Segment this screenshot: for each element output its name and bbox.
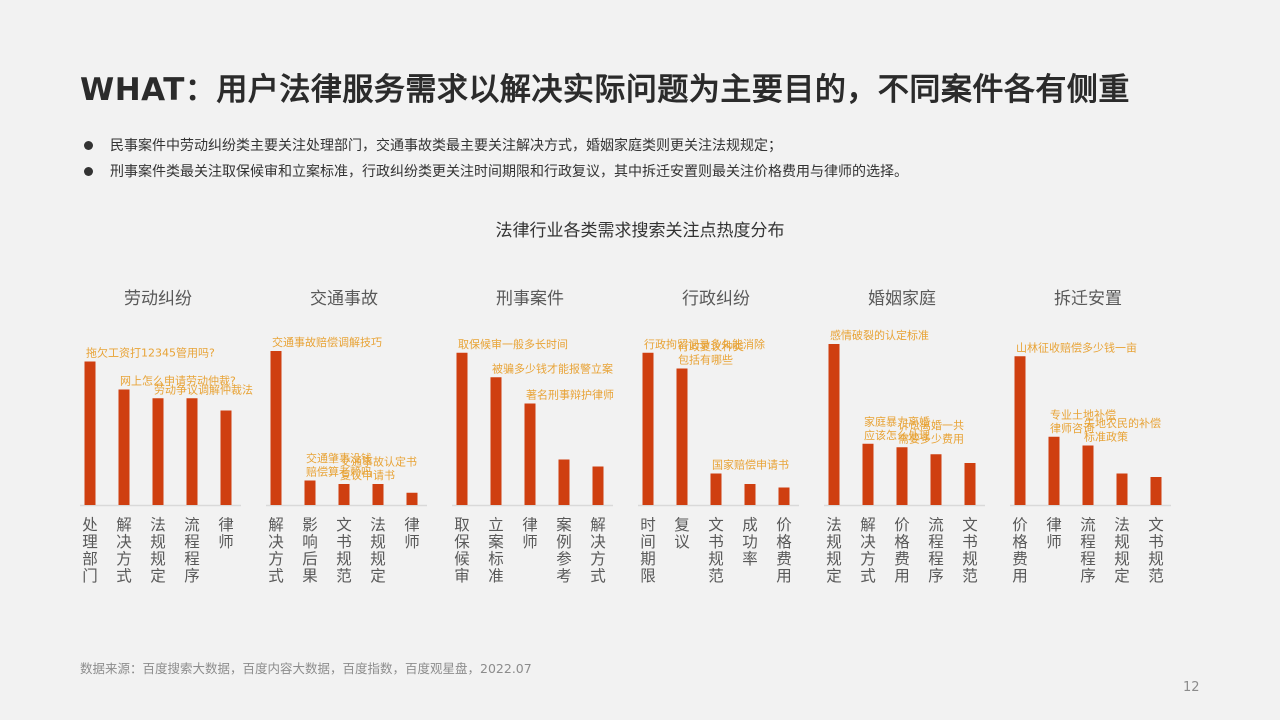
annotation-label: 国家赔偿申请书	[712, 458, 789, 472]
bar	[1150, 477, 1162, 505]
data-source: 数据来源：百度搜索大数据，百度内容大数据，百度指数，百度观星盘，2022.07	[80, 661, 532, 676]
category-label: 价格费用	[1012, 516, 1028, 585]
bar	[964, 463, 976, 505]
group-title: 婚姻家庭	[868, 289, 936, 309]
bar	[710, 473, 722, 505]
bar	[896, 447, 908, 505]
annotation-label: 失地农民的补偿标准政策	[1084, 416, 1161, 444]
category-label: 解决方式	[116, 516, 132, 585]
category-label: 流程程序	[1080, 516, 1096, 585]
category-label: 文书规范	[962, 516, 978, 585]
category-label: 复议	[674, 516, 690, 551]
category-label: 立案标准	[488, 516, 504, 585]
annotation-label: 专业土地补偿律师咨询	[1050, 407, 1116, 435]
bar	[186, 398, 198, 505]
group-title: 拆迁安置	[1054, 289, 1122, 309]
group-title: 行政纠纷	[682, 289, 750, 309]
bar	[406, 492, 418, 505]
bar	[862, 443, 874, 505]
bar	[558, 459, 570, 505]
category-label: 文书规范	[708, 516, 724, 585]
bar	[372, 484, 384, 505]
annotation-label: 感情破裂的认定标准	[830, 328, 929, 342]
category-label: 价格费用	[776, 516, 792, 585]
annotation-label: 家庭暴力离婚应该怎么处理	[864, 414, 930, 442]
category-label: 律师	[1046, 516, 1062, 551]
category-label: 文书规范	[336, 516, 352, 585]
annotation-label: 劳动争议调解仲裁法	[154, 382, 253, 396]
category-label: 法规规定	[370, 516, 386, 585]
bar	[490, 377, 502, 505]
annotation-label: 诉讼离婚一共需要多少费用	[898, 418, 964, 446]
group-title: 劳动纠纷	[124, 289, 192, 309]
category-label: 法规规定	[150, 516, 166, 585]
bar	[744, 484, 756, 505]
bar	[304, 480, 316, 505]
bar	[1116, 473, 1128, 505]
page-number: 12	[1183, 680, 1200, 695]
page-title: WHAT：用户法律服务需求以解决实际问题为主要目的，不同案件各有侧重	[80, 72, 1130, 108]
bar	[456, 352, 468, 505]
annotation-label: 交通事故认定书复议申请书	[340, 455, 417, 483]
annotation-label: 行政拘留记录多久能消除	[644, 337, 765, 351]
bar	[828, 344, 840, 505]
category-label: 法规规定	[1114, 516, 1130, 585]
bar	[1082, 445, 1094, 505]
category-label: 案例参考	[556, 516, 572, 585]
annotation-label: 取保候审一般多长时间	[458, 337, 568, 351]
category-label: 律师	[404, 516, 420, 551]
category-label: 影响后果	[302, 516, 318, 585]
category-label: 成功率	[742, 516, 758, 568]
bar	[778, 487, 790, 505]
bar	[676, 368, 688, 505]
bar	[118, 389, 130, 505]
category-label: 取保候审	[454, 516, 470, 585]
category-label: 解决方式	[860, 516, 876, 585]
category-label: 价格费用	[894, 516, 910, 585]
bullet-item: 民事案件中劳动纠纷类主要关注处理部门，交通事故类最主要关注解决方式，婚姻家庭类则…	[82, 133, 908, 159]
bar	[1048, 436, 1060, 505]
bar	[152, 398, 164, 505]
annotation-label: 交通肇事没钱赔偿算老赖吗	[306, 451, 372, 479]
annotation-label: 行政复议种类包括有哪些	[678, 339, 744, 367]
category-label: 流程程序	[184, 516, 200, 585]
chart-title: 法律行业各类需求搜索关注点热度分布	[495, 221, 785, 241]
bar	[1014, 356, 1026, 505]
bar	[270, 351, 282, 505]
category-label: 处理部门	[82, 516, 98, 585]
annotation-label: 著名刑事辩护律师	[526, 388, 614, 402]
category-label: 时间期限	[640, 516, 656, 585]
bar	[930, 454, 942, 505]
bar	[642, 352, 654, 505]
group-title: 交通事故	[310, 289, 378, 309]
bar	[220, 410, 232, 505]
annotation-label: 被骗多少钱才能报警立案	[492, 361, 613, 375]
bullet-item: 刑事案件类最关注取保候审和立案标准，行政纠纷类更关注时间期限和行政复议，其中拆迁…	[82, 159, 908, 185]
bar	[338, 484, 350, 505]
bar	[524, 403, 536, 505]
category-label: 法规规定	[826, 516, 842, 585]
category-label: 文书规范	[1148, 516, 1164, 585]
category-label: 流程程序	[928, 516, 944, 585]
category-label: 律师	[522, 516, 538, 551]
bar	[592, 466, 604, 505]
category-label: 解决方式	[590, 516, 606, 585]
annotation-label: 拖欠工资打12345管用吗?	[86, 346, 215, 360]
bar	[84, 361, 96, 505]
annotation-label: 山林征收赔偿多少钱一亩	[1016, 340, 1137, 354]
group-title: 刑事案件	[496, 289, 564, 309]
annotation-label: 交通事故赔偿调解技巧	[272, 335, 382, 349]
category-label: 解决方式	[268, 516, 284, 585]
category-label: 律师	[218, 516, 234, 551]
annotation-label: 网上怎么申请劳动仲裁?	[120, 374, 236, 388]
bullet-list: 民事案件中劳动纠纷类主要关注处理部门，交通事故类最主要关注解决方式，婚姻家庭类则…	[82, 133, 908, 185]
